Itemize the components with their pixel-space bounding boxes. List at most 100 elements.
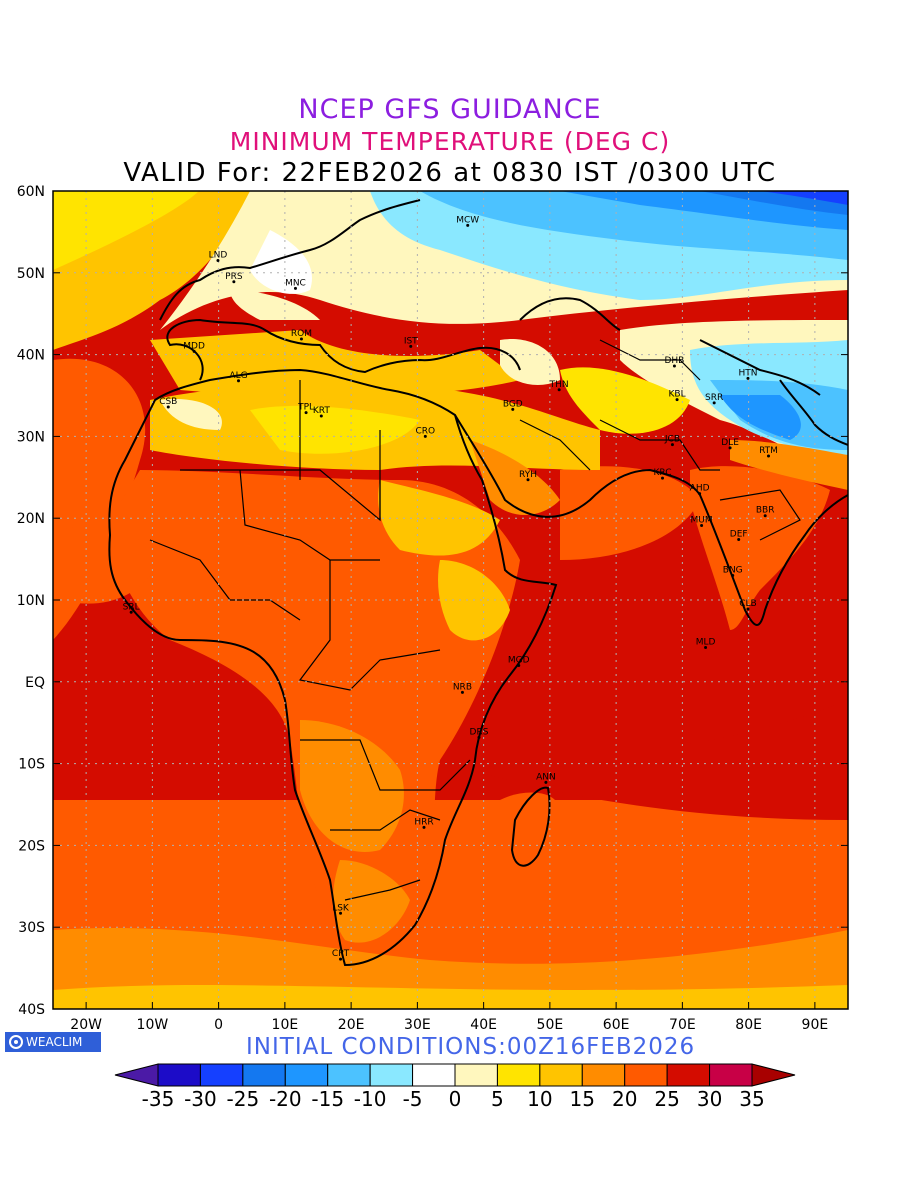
- city-label: BBR: [756, 506, 775, 516]
- city-label: CPT: [332, 949, 350, 959]
- lon-label: 10E: [272, 1017, 299, 1033]
- city-label: TPL: [297, 403, 314, 413]
- legend-label: -20: [269, 1087, 302, 1111]
- legend-swatch: [369, 1063, 414, 1087]
- city-dot: [216, 259, 220, 263]
- city-label: ROM: [291, 329, 312, 339]
- city-label: MGD: [508, 655, 530, 665]
- lon-label: 0: [214, 1017, 223, 1033]
- lat-label: 40N: [17, 348, 45, 364]
- legend-swatch: [581, 1063, 626, 1087]
- lon-label: 60E: [603, 1017, 630, 1033]
- lon-label: 30E: [404, 1017, 431, 1033]
- city-dot: [129, 610, 133, 614]
- legend-swatch: [539, 1063, 583, 1087]
- city-dot: [423, 434, 427, 438]
- city-label: DHB: [664, 356, 684, 366]
- legend-swatch: [624, 1063, 668, 1087]
- legend-swatch: [242, 1063, 286, 1087]
- city-dot: [422, 825, 426, 829]
- city-dot: [746, 607, 750, 611]
- lon-label: 80E: [735, 1017, 762, 1033]
- lon-label: 10W: [137, 1017, 169, 1033]
- legend-label: 30: [697, 1087, 722, 1111]
- legend-label: 25: [654, 1087, 679, 1111]
- city-dot: [232, 280, 236, 284]
- city-label: RTM: [759, 446, 778, 456]
- city-dot: [698, 492, 702, 496]
- legend-label: -35: [142, 1087, 175, 1111]
- city-label: DRS: [470, 727, 489, 737]
- city-label: KBL: [669, 390, 686, 400]
- city-label: KRC: [654, 468, 672, 478]
- temperature-field: [53, 191, 848, 1009]
- city-dot: [737, 537, 741, 541]
- city-dot: [700, 524, 704, 528]
- legend-label: -10: [354, 1087, 387, 1111]
- city-dot: [731, 573, 735, 577]
- city-dot: [237, 379, 240, 383]
- lat-label: 10N: [17, 593, 45, 609]
- weaclim-logo: WEACLIM: [5, 1032, 101, 1052]
- city-label: PRS: [225, 272, 243, 282]
- city-label: BNG: [723, 565, 743, 575]
- lon-label: 40E: [470, 1017, 497, 1033]
- city-label: CSB: [159, 397, 177, 407]
- city-dot: [460, 690, 464, 694]
- city-label: AHD: [690, 484, 710, 494]
- valid-time: VALID For: 22FEB2026 at 0830 IST /0300 U…: [123, 158, 777, 188]
- city-label: MCW: [456, 215, 479, 225]
- legend-label: 5: [491, 1087, 504, 1111]
- lat-label: EQ: [25, 675, 45, 691]
- city-label: CLB: [739, 599, 756, 609]
- lon-label: 20W: [70, 1017, 102, 1033]
- city-dot: [712, 401, 716, 405]
- legend-label: -15: [311, 1087, 344, 1111]
- city-label: ALG: [229, 371, 247, 381]
- city-dot: [339, 957, 343, 961]
- globe-icon: [9, 1035, 23, 1049]
- city-dot: [299, 337, 303, 341]
- legend-label: -30: [184, 1087, 217, 1111]
- city-dot: [728, 446, 732, 450]
- latitude-labels: 60N 50N 40N 30N 20N 10N EQ 10S 20S 30S 40S: [17, 184, 45, 1018]
- city-dot: [672, 364, 676, 368]
- city-dot: [661, 476, 664, 480]
- chart-title: NCEP GFS GUIDANCE: [298, 94, 602, 125]
- legend-label: -5: [403, 1087, 423, 1111]
- lat-label: 30S: [18, 920, 45, 936]
- city-label: MDD: [183, 341, 205, 351]
- legend-swatch: [666, 1063, 711, 1087]
- city-dot: [511, 407, 515, 411]
- lon-label: 70E: [669, 1017, 696, 1033]
- city-label: RYH: [519, 470, 537, 480]
- city-dot: [517, 663, 521, 667]
- city-label: SRR: [705, 393, 723, 403]
- city-label: BGD: [503, 399, 523, 409]
- city-label: CRO: [416, 426, 436, 436]
- city-dot: [704, 645, 708, 649]
- initial-conditions: INITIAL CONDITIONS:00Z16FEB2026: [246, 1034, 696, 1060]
- brand-name: WEACLIM: [26, 1035, 83, 1049]
- lat-label: 40S: [18, 1002, 45, 1018]
- city-dot: [675, 398, 679, 402]
- city-dot: [166, 405, 170, 409]
- chart-subtitle: MINIMUM TEMPERATURE (DEG C): [229, 127, 671, 156]
- city-dot: [557, 388, 561, 392]
- city-dot: [670, 443, 674, 447]
- legend-swatch: [157, 1063, 201, 1087]
- legend-label: 20: [612, 1087, 637, 1111]
- city-dot: [763, 514, 767, 518]
- legend-label: 10: [527, 1087, 552, 1111]
- legend-label: 15: [570, 1087, 595, 1111]
- city-label: THN: [549, 380, 569, 390]
- legend-arrow-right: [751, 1063, 796, 1087]
- city-dot: [526, 478, 530, 482]
- lat-label: 20N: [17, 511, 45, 527]
- city-dot: [544, 780, 548, 784]
- city-label: JCB: [664, 435, 680, 445]
- lat-label: 50N: [17, 266, 45, 282]
